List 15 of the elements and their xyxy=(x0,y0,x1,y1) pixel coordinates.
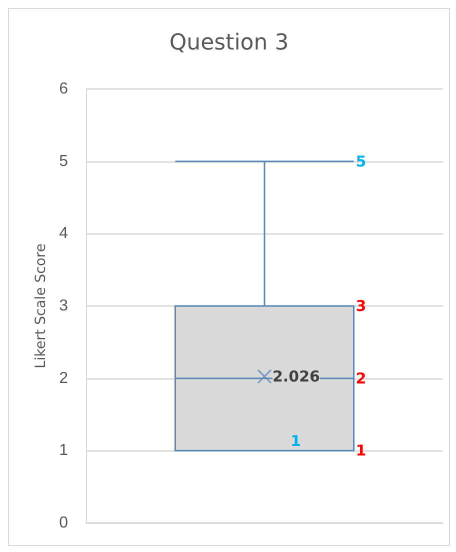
y-tick-label: 3 xyxy=(59,298,68,314)
annotation: 3 xyxy=(356,297,366,315)
annotation: 5 xyxy=(356,152,366,170)
y-tick-label: 4 xyxy=(59,225,68,242)
annotation: 2 xyxy=(356,369,366,388)
annotation: 1 xyxy=(356,442,366,460)
y-axis-title: Likert Scale Score xyxy=(33,244,49,368)
y-tick-label: 5 xyxy=(59,152,68,170)
chart-title: Question 3 xyxy=(169,30,289,56)
y-tick-label: 0 xyxy=(59,514,68,532)
y-tick-label: 2 xyxy=(59,370,68,387)
y-tick-label: 6 xyxy=(59,80,68,98)
y-tick-label: 1 xyxy=(59,442,68,460)
annotation: 1 xyxy=(290,432,301,450)
annotation: 2.026 xyxy=(272,367,320,386)
